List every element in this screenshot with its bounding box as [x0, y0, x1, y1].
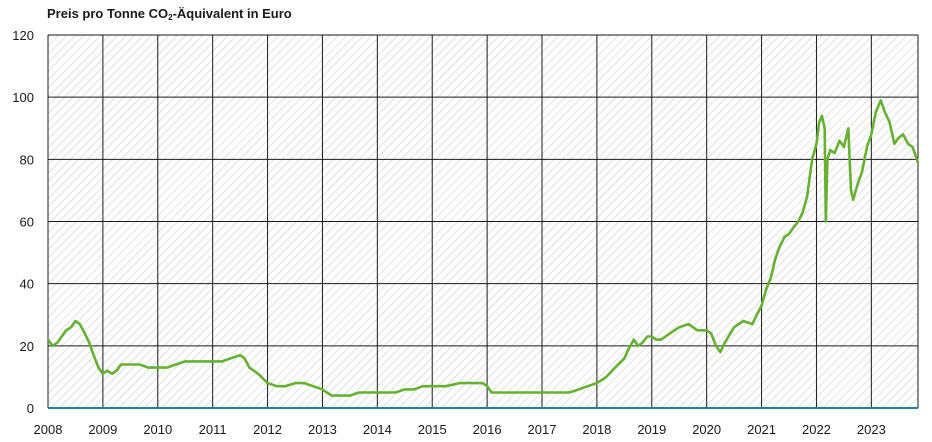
x-tick-label: 2012 — [253, 422, 282, 437]
x-tick-label: 2014 — [363, 422, 392, 437]
x-tick-label: 2023 — [857, 422, 886, 437]
x-tick-label: 2015 — [418, 422, 447, 437]
y-tick-label: 120 — [12, 28, 34, 43]
x-tick-label: 2020 — [692, 422, 721, 437]
chart-title: Preis pro Tonne CO2-Äquivalent in Euro — [47, 6, 292, 22]
x-tick-label: 2019 — [637, 422, 666, 437]
y-tick-label: 60 — [20, 215, 34, 230]
y-tick-label: 20 — [20, 339, 34, 354]
x-tick-label: 2013 — [308, 422, 337, 437]
x-tick-label: 2010 — [143, 422, 172, 437]
x-tick-label: 2011 — [199, 422, 227, 437]
x-tick-label: 2018 — [582, 422, 611, 437]
x-axis-tick-labels: 2008 2009 2010 2011 2012 2013 2014 2015 2016 2017… — [34, 422, 886, 437]
y-tick-label: 40 — [20, 277, 34, 292]
x-tick-label: 2017 — [528, 422, 557, 437]
x-tick-label: 2016 — [473, 422, 502, 437]
grid — [47, 34, 919, 408]
y-tick-label: 0 — [27, 401, 34, 416]
y-tick-label: 100 — [12, 90, 34, 105]
y-tick-label: 80 — [20, 152, 34, 167]
x-tick-label: 2008 — [34, 422, 63, 437]
x-tick-label: 2009 — [88, 422, 117, 437]
y-axis-tick-labels: 0 20 40 60 80 100 120 — [12, 28, 34, 416]
series-line — [46, 99, 920, 397]
x-tick-label: 2022 — [802, 422, 831, 437]
x-tick-label: 2021 — [747, 422, 776, 437]
